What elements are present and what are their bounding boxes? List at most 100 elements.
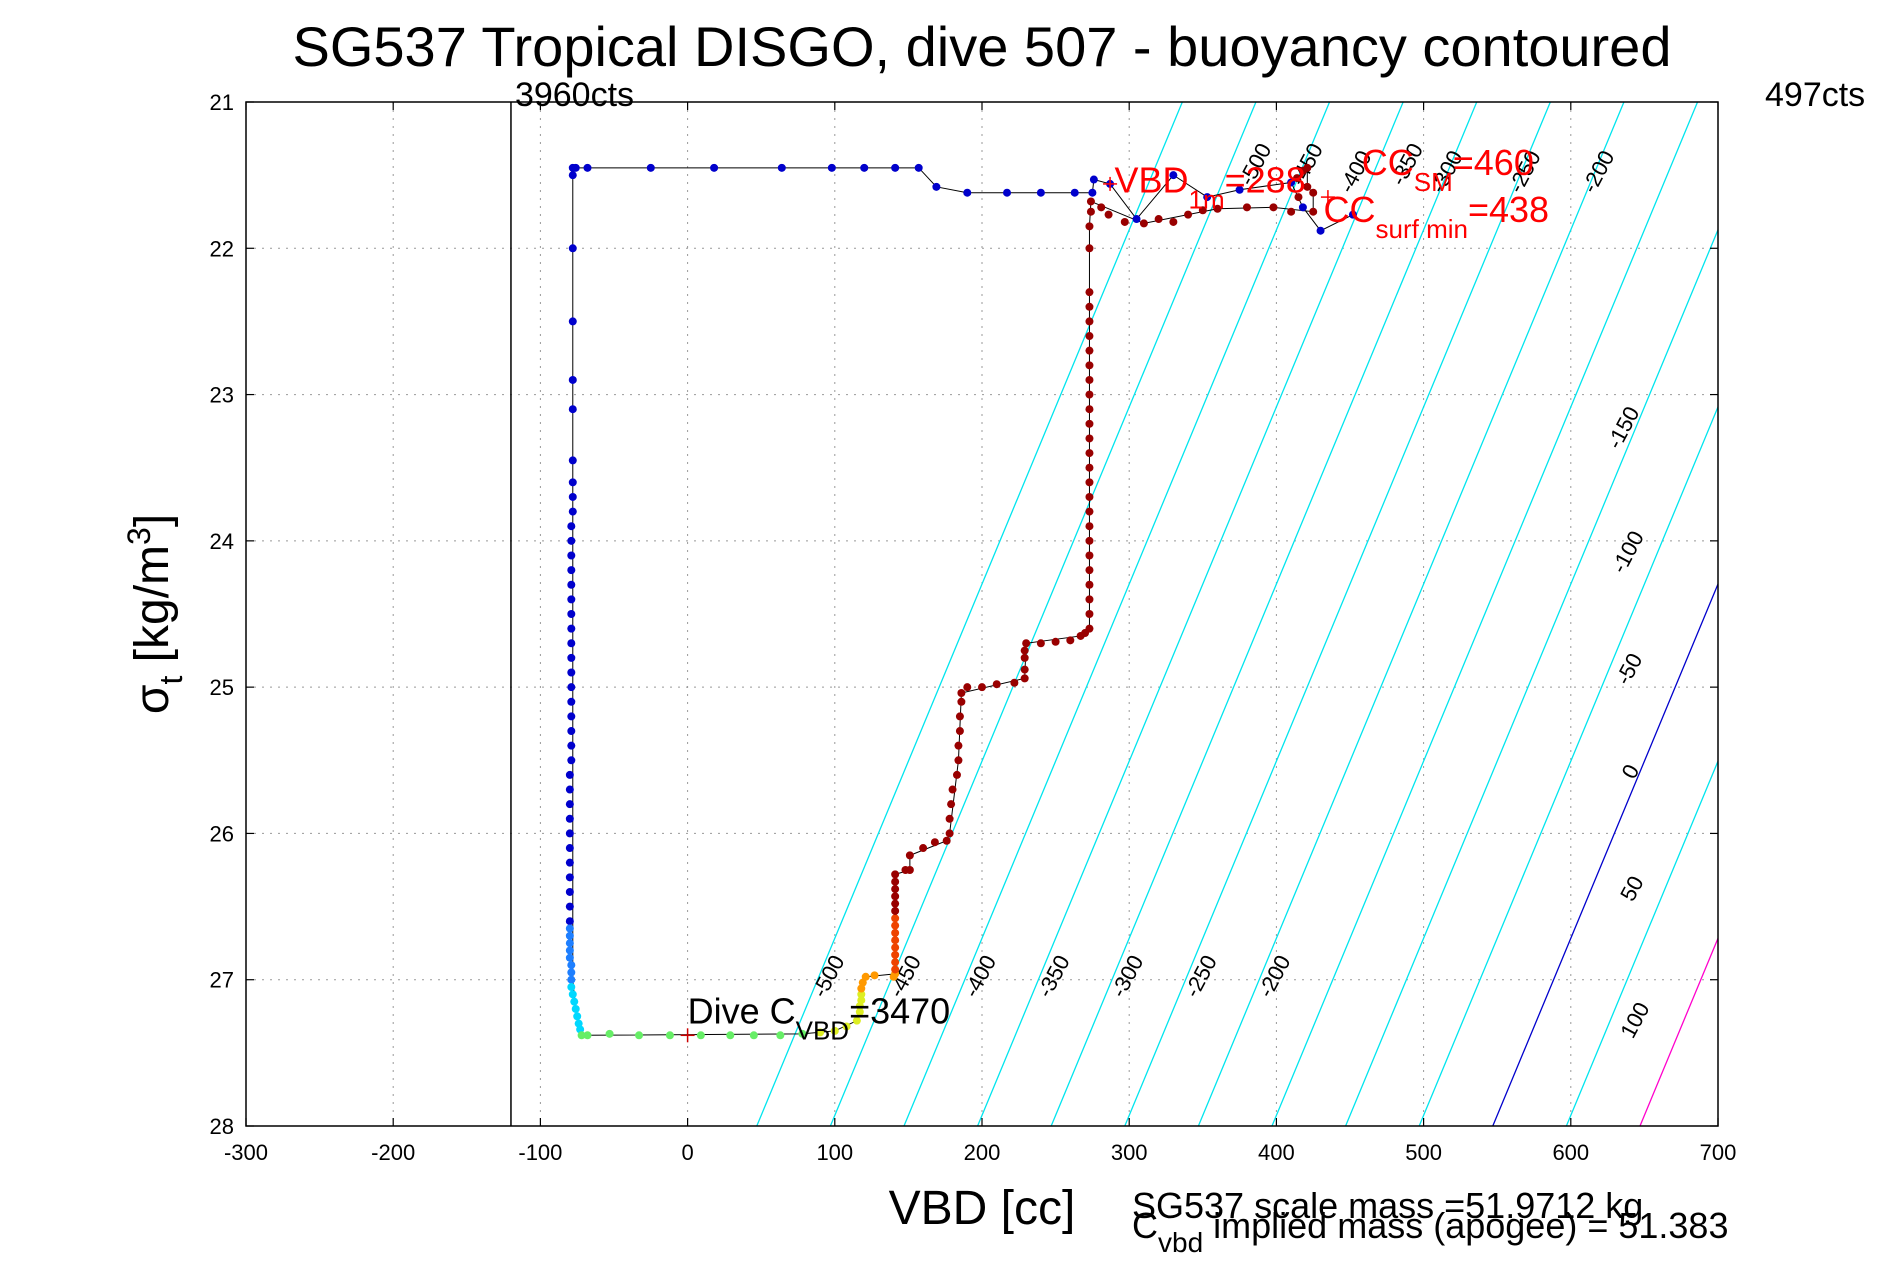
data-point-147 xyxy=(1085,624,1094,633)
y-tick-label-6: 27 xyxy=(210,968,234,993)
annotation-cc-sm-value: =460 xyxy=(1453,142,1534,183)
annotation-vbd-1m-base: VBD xyxy=(1114,160,1188,201)
footer-scale-mass: SG537 scale mass =51.9712 kg xyxy=(1132,1185,1643,1226)
data-point-25 xyxy=(568,163,577,172)
data-point-41 xyxy=(567,610,576,618)
data-point-82 xyxy=(665,1031,674,1040)
chart-title: SG537 Tropical DISGO, dive 507 - buoyanc… xyxy=(293,15,1672,78)
y-tick-label-4: 25 xyxy=(210,675,234,700)
footer-c-sub: vbd xyxy=(1158,1227,1203,1258)
data-point-79 xyxy=(583,1031,592,1040)
data-point-170 xyxy=(1085,288,1094,297)
data-point-167 xyxy=(1085,332,1094,341)
annotation-cc-surf-min-sub: surf min xyxy=(1376,214,1468,244)
data-point-9 xyxy=(1089,175,1098,184)
data-point-85 xyxy=(749,1031,758,1040)
data-point-88 xyxy=(816,1028,825,1037)
data-point-58 xyxy=(565,858,574,867)
data-point-130 xyxy=(955,712,964,721)
data-point-27 xyxy=(568,244,577,253)
y-axis-label: σt [kg/m3] xyxy=(121,514,189,714)
data-point-121 xyxy=(942,836,951,845)
data-point-155 xyxy=(1085,507,1094,516)
data-point-118 xyxy=(905,851,914,860)
buoyancy-contours xyxy=(756,102,1718,1126)
data-point-56 xyxy=(565,829,574,838)
footer-implied-text: implied mass (apogee) = 51.383 xyxy=(1203,1205,1728,1246)
data-point-4 xyxy=(1235,185,1244,194)
data-point-105 xyxy=(891,943,900,952)
data-point-114 xyxy=(891,877,900,886)
contour-line-7 xyxy=(1271,102,1699,1126)
data-point-95 xyxy=(857,990,866,999)
data-point-14 xyxy=(963,188,972,197)
data-point-132 xyxy=(957,688,966,697)
data-point-136 xyxy=(1010,678,1019,687)
y-tick-label-7: 28 xyxy=(210,1114,234,1139)
data-point-111 xyxy=(891,899,900,908)
data-point-75 xyxy=(573,1012,582,1021)
x-tick-label-3: 0 xyxy=(681,1140,693,1165)
plus-marker-0 xyxy=(1103,176,1118,191)
annotation-vbd-1m-sub: 1m xyxy=(1189,185,1225,215)
footer-implied-mass: Cvbd implied mass (apogee) = 51.383 xyxy=(1132,1205,1728,1258)
data-point-102 xyxy=(891,965,900,974)
data-point-37 xyxy=(567,551,576,560)
data-point-81 xyxy=(635,1031,644,1040)
data-point-57 xyxy=(565,844,574,853)
x-tick-label-7: 400 xyxy=(1258,1140,1295,1165)
data-point-1 xyxy=(1316,226,1325,235)
annotation-cc-surf-min-value: =438 xyxy=(1468,189,1549,230)
contour-line-8 xyxy=(1344,228,1718,1126)
data-point-98 xyxy=(861,972,870,981)
footer-c: C xyxy=(1132,1205,1158,1246)
annotation-cc-surf-min-base: CC xyxy=(1324,189,1376,230)
data-point-163 xyxy=(1085,390,1094,399)
data-point-10 xyxy=(1088,188,1097,197)
data-point-48 xyxy=(567,712,576,721)
contour-line-3 xyxy=(976,102,1404,1126)
y-label-units: [kg/m xyxy=(126,545,179,676)
data-point-141 xyxy=(1022,639,1031,648)
data-point-131 xyxy=(957,697,966,706)
data-point-49 xyxy=(567,727,576,736)
data-point-107 xyxy=(891,928,900,937)
data-point-83 xyxy=(696,1031,705,1040)
data-point-185 xyxy=(1269,203,1278,212)
data-point-3 xyxy=(1287,178,1296,187)
data-point-53 xyxy=(565,785,574,794)
data-point-124 xyxy=(947,800,956,809)
x-axis-label: VBD [cc] xyxy=(889,1182,1076,1235)
data-point-40 xyxy=(567,595,576,604)
data-point-178 xyxy=(1139,219,1148,228)
data-point-165 xyxy=(1085,361,1094,370)
data-point-42 xyxy=(567,624,576,633)
data-point-193 xyxy=(1294,193,1303,202)
data-point-176 xyxy=(1104,210,1113,219)
annotation-cc-sm: CCSM=460 xyxy=(1362,142,1534,197)
data-point-70 xyxy=(567,975,576,984)
data-point-154 xyxy=(1085,522,1094,531)
data-point-173 xyxy=(1086,207,1095,216)
data-point-15 xyxy=(932,182,941,191)
data-point-68 xyxy=(567,961,576,970)
x-tick-label-6: 300 xyxy=(1111,1140,1148,1165)
x-tick-label-9: 600 xyxy=(1552,1140,1589,1165)
data-point-6 xyxy=(1169,171,1178,180)
annotation-vbd-1m-value: =288 xyxy=(1225,160,1306,201)
contour-line-9 xyxy=(1418,405,1718,1126)
y-tick-label-0: 21 xyxy=(210,90,234,115)
data-point-175 xyxy=(1097,203,1106,212)
y-label-sup: 3 xyxy=(121,527,157,545)
data-point-109 xyxy=(891,914,900,923)
data-point-84 xyxy=(726,1031,735,1040)
data-point-123 xyxy=(945,814,954,823)
data-point-71 xyxy=(567,983,576,992)
data-point-51 xyxy=(567,756,576,765)
data-point-169 xyxy=(1085,302,1094,311)
data-point-26 xyxy=(568,171,577,180)
y-label-end: ] xyxy=(126,514,179,527)
data-point-128 xyxy=(954,741,963,750)
data-point-50 xyxy=(567,741,576,750)
data-point-74 xyxy=(571,1004,580,1013)
